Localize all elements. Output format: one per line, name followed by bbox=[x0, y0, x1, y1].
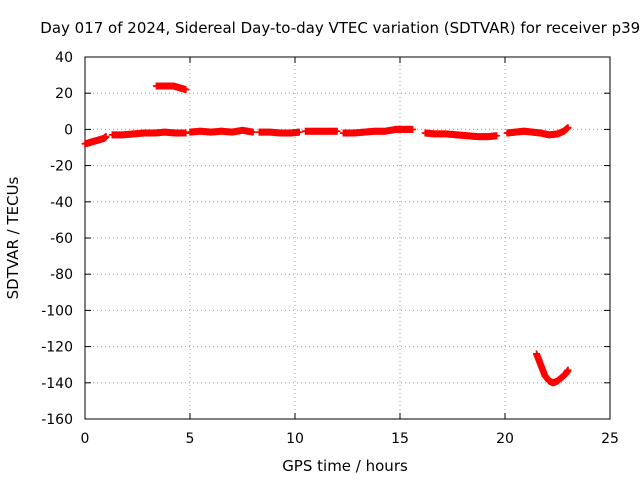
grid-lines bbox=[85, 57, 610, 419]
y-axis-label: SDTVAR / TECUs bbox=[4, 176, 22, 299]
data-point bbox=[182, 86, 190, 94]
data-segment bbox=[302, 127, 341, 135]
y-tick-label: -40 bbox=[50, 195, 73, 211]
data-point bbox=[295, 128, 303, 136]
y-tick-label: 0 bbox=[64, 122, 73, 138]
data-segment bbox=[533, 350, 572, 387]
axis-ticks: 0 5 10 15 20 25 40 20 0 -20 -40 -60 -80 -100 -120 -140 -… bbox=[41, 50, 619, 447]
x-tick-label: 5 bbox=[186, 431, 195, 447]
data-point bbox=[333, 127, 341, 135]
chart-title: Day 017 of 2024, Sidereal Day-to-day VTE… bbox=[40, 19, 640, 37]
x-tick-label: 10 bbox=[286, 431, 304, 447]
data-segment bbox=[339, 125, 417, 137]
data-segment bbox=[186, 126, 257, 136]
data-segment bbox=[255, 128, 303, 137]
plot-frame bbox=[84, 56, 611, 420]
y-tick-label: -80 bbox=[50, 267, 73, 283]
data-segment bbox=[81, 133, 110, 148]
x-tick-label: 0 bbox=[81, 431, 90, 447]
data-segment bbox=[503, 124, 572, 139]
data-point bbox=[409, 125, 417, 133]
x-tick-label: 15 bbox=[391, 431, 409, 447]
data-point bbox=[102, 133, 110, 141]
data-point bbox=[564, 124, 572, 132]
data-points bbox=[81, 82, 572, 387]
y-tick-label: -160 bbox=[41, 412, 73, 428]
x-axis-label: GPS time / hours bbox=[282, 457, 408, 475]
data-segment bbox=[421, 129, 501, 141]
data-point bbox=[564, 366, 572, 374]
data-point bbox=[493, 132, 501, 140]
x-tick-label: 20 bbox=[496, 431, 514, 447]
y-tick-label: -140 bbox=[41, 376, 73, 392]
x-tick-label: 25 bbox=[601, 431, 619, 447]
y-tick-label: 40 bbox=[55, 50, 73, 66]
data-segment bbox=[152, 82, 190, 94]
y-tick-label: -100 bbox=[41, 303, 73, 319]
data-point bbox=[249, 128, 257, 136]
y-tick-label: 20 bbox=[55, 86, 73, 102]
y-tick-label: -20 bbox=[50, 159, 73, 175]
y-tick-label: -60 bbox=[50, 231, 73, 247]
data-point bbox=[182, 129, 190, 137]
y-tick-label: -120 bbox=[41, 340, 73, 356]
data-segment bbox=[108, 128, 190, 139]
